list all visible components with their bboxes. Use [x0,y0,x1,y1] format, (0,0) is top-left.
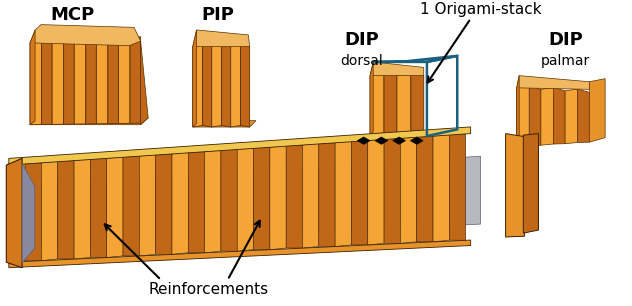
Polygon shape [370,62,373,135]
Polygon shape [449,134,466,240]
Polygon shape [529,86,541,146]
Polygon shape [25,163,42,261]
Polygon shape [565,89,578,144]
Polygon shape [42,42,52,125]
Polygon shape [203,44,212,127]
Polygon shape [370,62,423,76]
Polygon shape [241,44,250,127]
Text: palmar: palmar [541,54,590,68]
Polygon shape [123,156,139,256]
Polygon shape [30,183,62,247]
Polygon shape [85,180,117,244]
Polygon shape [188,152,205,253]
Polygon shape [303,143,319,248]
Polygon shape [193,44,203,127]
Text: Reinforcements: Reinforcements [149,282,269,297]
Polygon shape [250,169,282,236]
Polygon shape [30,24,140,46]
Polygon shape [58,161,74,259]
Polygon shape [516,86,529,147]
Polygon shape [52,41,64,125]
Polygon shape [231,44,241,127]
Polygon shape [370,73,384,135]
Polygon shape [578,89,589,143]
Polygon shape [195,173,227,238]
Polygon shape [96,39,108,124]
Polygon shape [401,136,416,243]
Polygon shape [42,161,58,261]
Polygon shape [375,137,387,144]
Polygon shape [237,147,253,251]
Polygon shape [140,176,172,241]
Polygon shape [416,136,433,242]
Polygon shape [130,37,140,123]
Text: 1 Origami-stack: 1 Origami-stack [420,2,541,17]
Polygon shape [9,240,471,268]
Polygon shape [64,40,75,124]
Polygon shape [319,143,335,247]
Polygon shape [27,156,480,247]
Polygon shape [589,79,605,142]
Polygon shape [193,121,256,127]
Polygon shape [139,154,155,256]
Polygon shape [286,145,303,248]
Polygon shape [30,42,42,125]
Polygon shape [370,162,402,230]
Polygon shape [433,134,449,242]
Text: DIP: DIP [344,31,379,49]
Polygon shape [516,76,519,147]
Polygon shape [172,152,188,254]
Polygon shape [74,159,90,259]
Polygon shape [30,30,35,125]
Polygon shape [9,163,25,262]
Polygon shape [305,166,337,233]
Text: dorsal: dorsal [340,54,383,68]
Polygon shape [86,39,96,124]
Polygon shape [368,139,384,245]
Polygon shape [253,147,270,250]
Polygon shape [155,154,172,254]
Polygon shape [351,141,368,245]
Polygon shape [107,156,123,258]
Polygon shape [541,88,554,145]
Polygon shape [335,141,351,247]
Polygon shape [30,118,148,125]
Polygon shape [410,137,423,144]
Polygon shape [22,164,35,263]
Polygon shape [397,73,411,135]
Polygon shape [222,44,231,127]
Polygon shape [74,40,86,124]
Polygon shape [108,38,118,124]
Polygon shape [193,30,197,127]
Polygon shape [516,76,589,89]
Polygon shape [554,88,565,144]
Polygon shape [384,73,397,135]
Polygon shape [9,127,471,165]
Polygon shape [193,30,250,47]
Polygon shape [140,41,148,125]
Text: MCP: MCP [51,6,95,24]
Polygon shape [411,73,423,135]
Polygon shape [212,44,222,127]
Text: PIP: PIP [202,6,234,24]
Polygon shape [205,150,221,253]
Polygon shape [392,137,406,144]
Polygon shape [90,159,107,258]
Polygon shape [6,159,22,268]
Polygon shape [118,37,130,124]
Polygon shape [506,134,525,237]
Polygon shape [384,138,401,243]
Polygon shape [221,150,237,251]
Text: DIP: DIP [549,31,583,49]
Polygon shape [523,134,538,233]
Polygon shape [357,137,370,144]
Polygon shape [270,145,286,250]
